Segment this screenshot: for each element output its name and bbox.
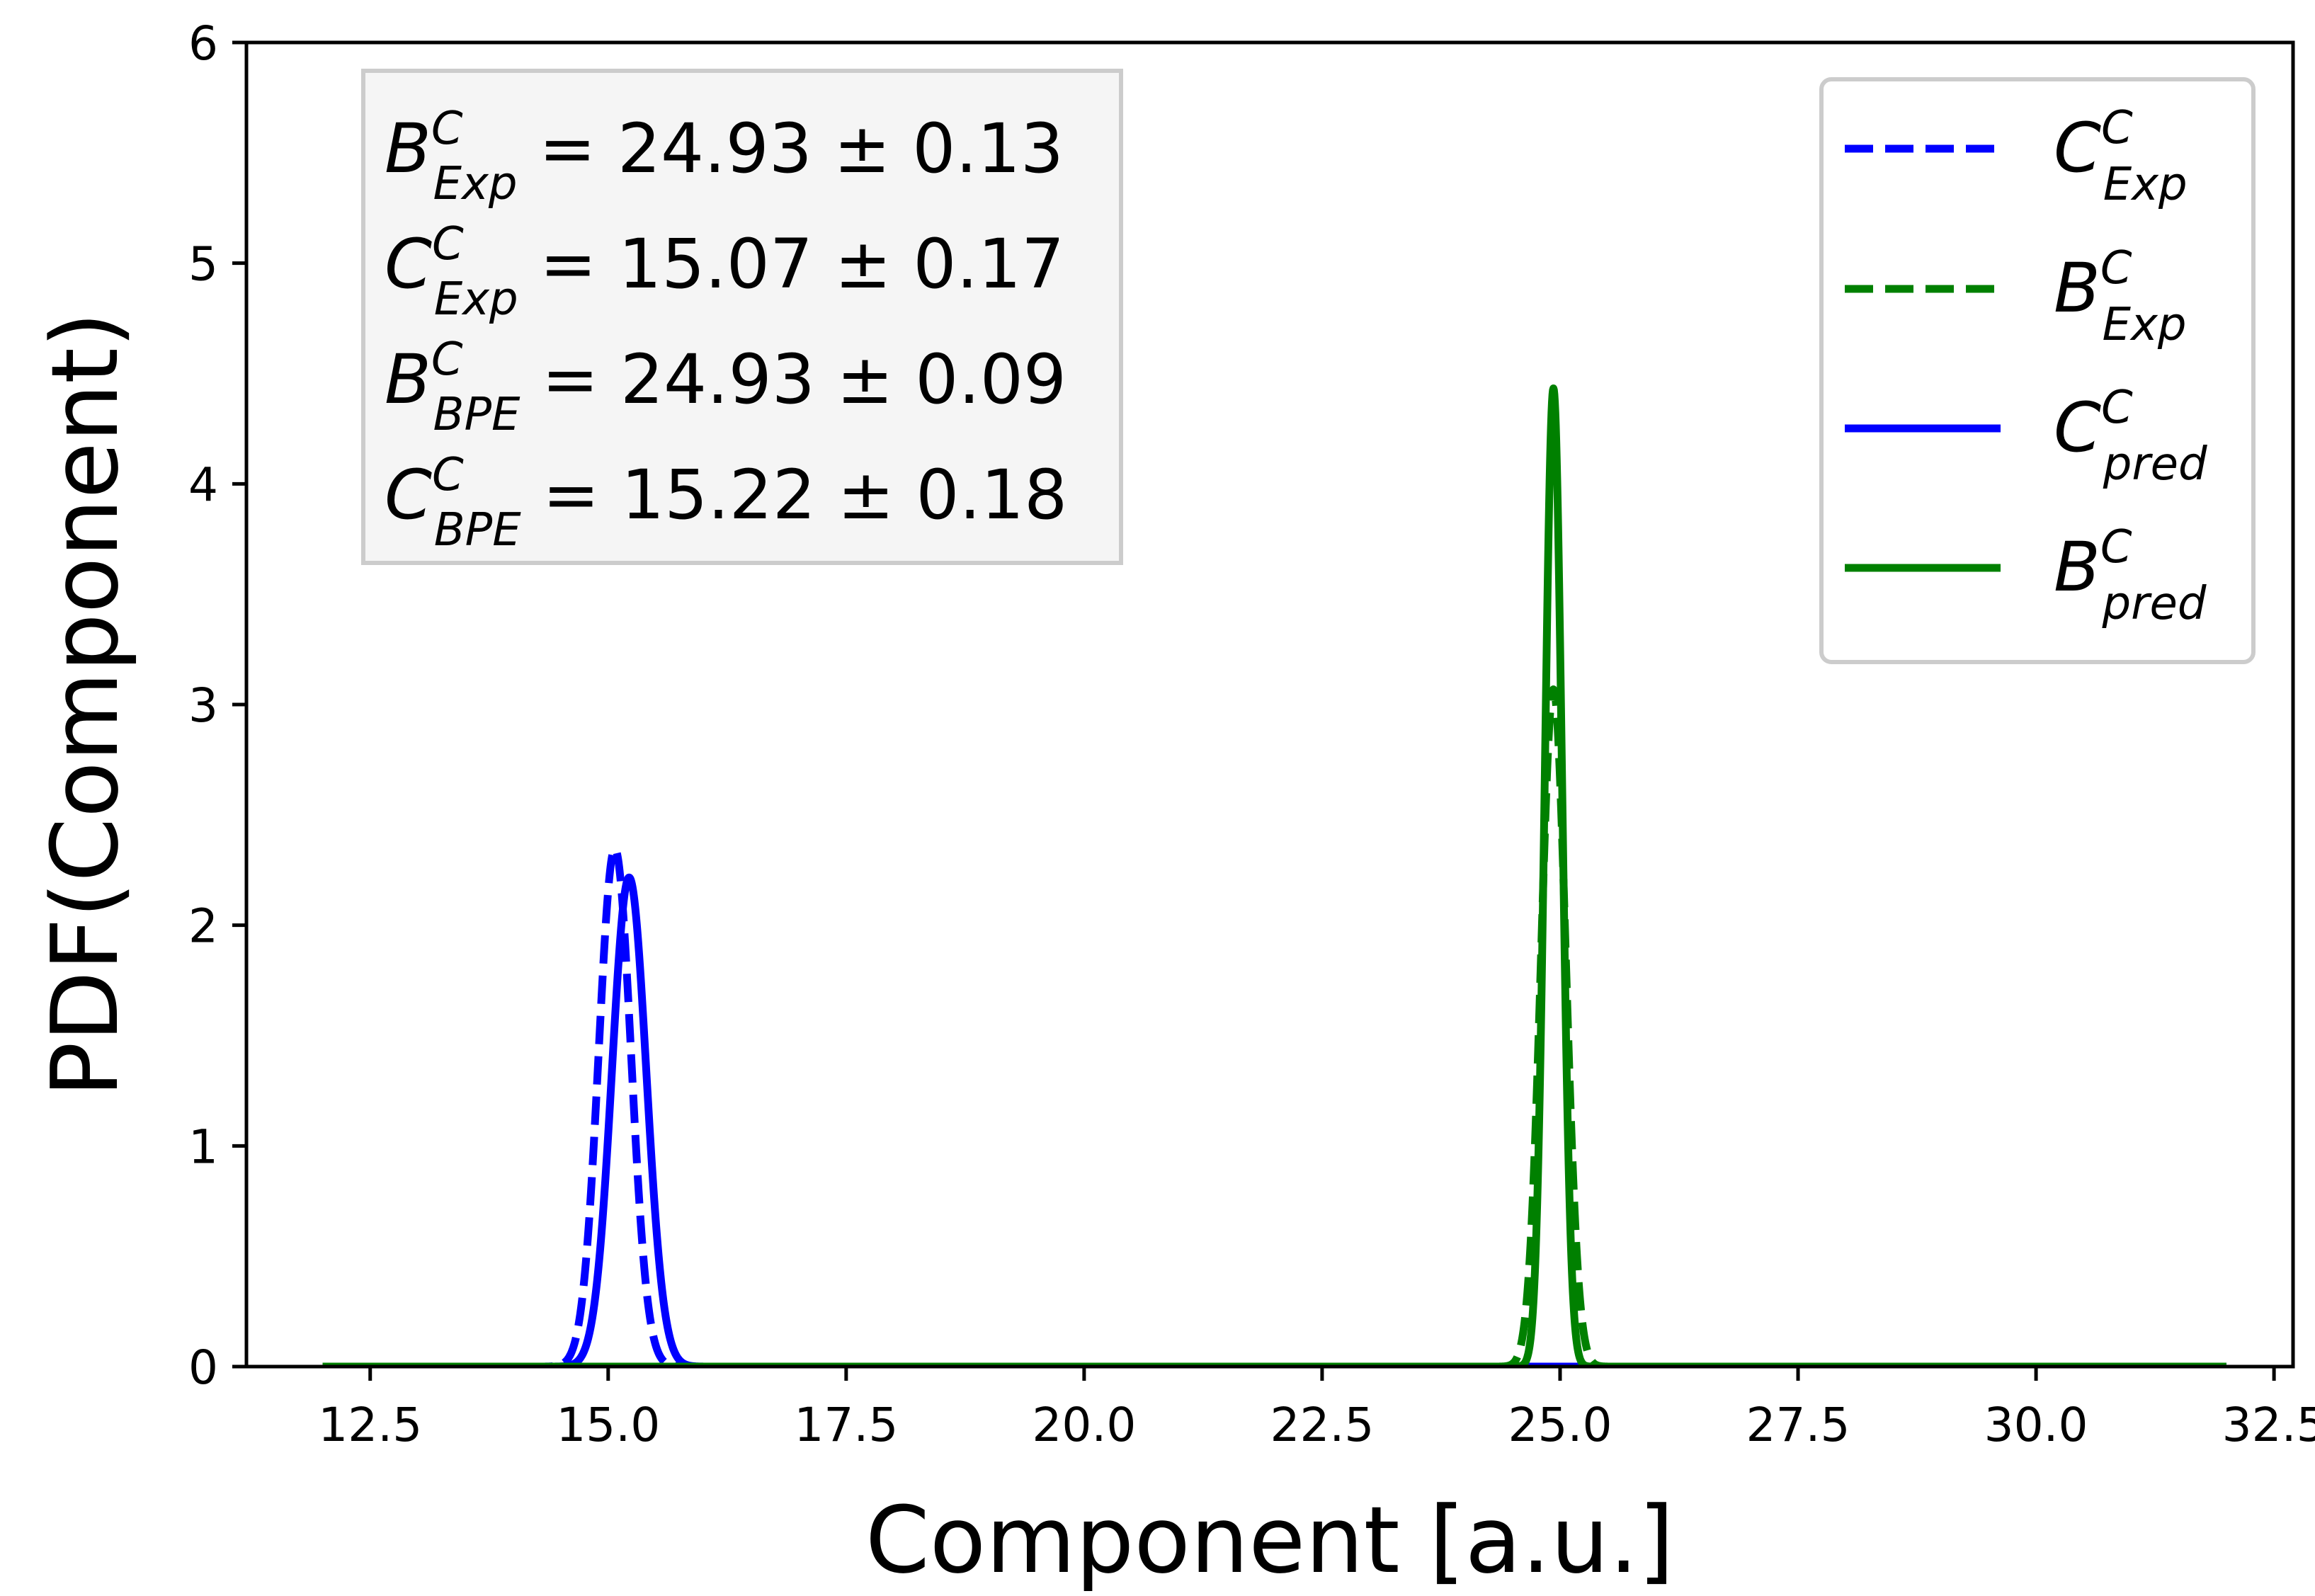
- y-tick-label: 3: [188, 678, 218, 733]
- x-axis-title: Component [a.u.]: [865, 1486, 1674, 1594]
- series-group: [319, 384, 2230, 1367]
- stats-box-background: [361, 69, 1123, 565]
- series-line-b-exp: [319, 685, 2230, 1367]
- y-tick-label: 6: [188, 16, 218, 71]
- x-tick-label: 17.5: [794, 1398, 898, 1452]
- y-tick-label: 4: [188, 457, 218, 512]
- series-line-c-pred: [319, 873, 2230, 1367]
- x-tick-label: 20.0: [1032, 1398, 1136, 1452]
- legend-frame: [1819, 77, 2256, 664]
- x-tick-label: 15.0: [556, 1398, 660, 1452]
- y-axis: 0 1 2 3 4 5 6: [188, 16, 246, 1395]
- legend-label: CC Exp: [2054, 102, 2188, 211]
- x-tick-label: 22.5: [1270, 1398, 1374, 1452]
- stat-line: CC Exp = 15.07 ± 0.17: [385, 218, 1064, 326]
- legend-label: CC pred: [2054, 382, 2207, 491]
- stat-line: BC Exp = 24.93 ± 0.13: [385, 103, 1064, 210]
- stat-line: BC BPE = 24.93 ± 0.09: [385, 334, 1067, 441]
- y-tick-label: 5: [188, 237, 218, 292]
- x-tick-label: 27.5: [1746, 1398, 1850, 1452]
- y-tick-label: 0: [188, 1340, 218, 1395]
- x-tick-label: 30.0: [1984, 1398, 2088, 1452]
- legend: CC Exp BC Exp CC pred BC pred: [1819, 77, 2256, 664]
- legend-label: BC Exp: [2054, 242, 2186, 351]
- y-axis-title: PDF(Component): [31, 312, 139, 1097]
- y-tick-label: 1: [188, 1119, 218, 1174]
- x-tick-label: 12.5: [318, 1398, 422, 1452]
- x-axis: 12.5 15.0 17.5 20.0 22.5 25.0 27.5 30.0 32.5: [318, 1367, 2315, 1452]
- y-tick-label: 2: [188, 899, 218, 954]
- x-tick-label: 32.5: [2222, 1398, 2315, 1452]
- stat-line: CC BPE = 15.22 ± 0.18: [385, 449, 1067, 557]
- x-tick-label: 25.0: [1508, 1398, 1612, 1452]
- legend-label: BC pred: [2054, 521, 2207, 630]
